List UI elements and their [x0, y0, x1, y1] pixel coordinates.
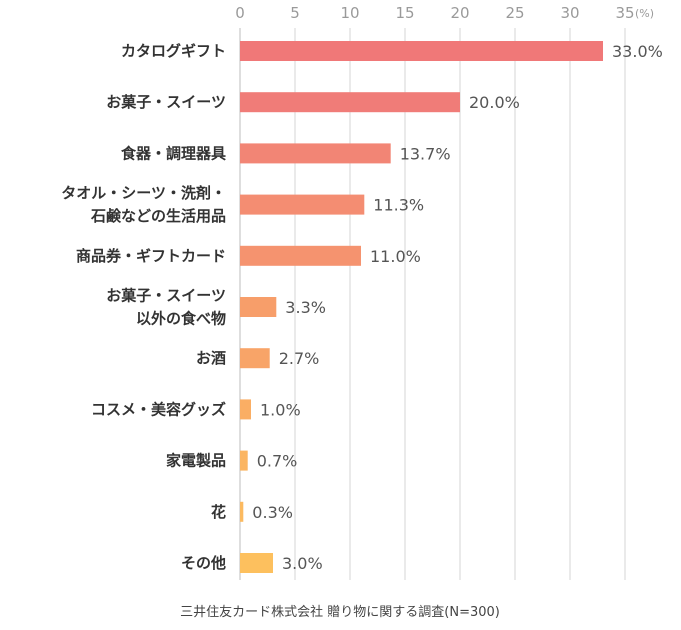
source-note: 三井住友カード株式会社 贈り物に関する調査(N=300) [180, 604, 500, 620]
bar [240, 348, 270, 369]
bar [240, 194, 365, 215]
x-tick-label: 5 [290, 4, 300, 22]
bar [240, 297, 277, 317]
x-tick-label: 15 [395, 4, 414, 22]
value-label: 3.0% [282, 554, 323, 573]
x-tick-label: 0 [235, 4, 245, 22]
value-label: 3.3% [285, 298, 326, 317]
bar [240, 450, 248, 471]
x-tick-label: 10 [340, 4, 359, 22]
category-label: カタログギフト [121, 42, 226, 60]
bar [240, 501, 244, 522]
bar [240, 143, 391, 164]
category-label: お菓子・スイーツ [106, 287, 226, 305]
category-label: タオル・シーツ・洗剤・ [61, 184, 226, 202]
x-unit-label: (%) [635, 7, 654, 20]
value-label: 11.0% [370, 247, 421, 266]
value-label: 20.0% [469, 93, 520, 112]
value-label: 13.7% [400, 144, 451, 163]
category-label: 花 [211, 503, 226, 521]
bar [240, 399, 251, 420]
category-label: 商品券・ギフトカード [76, 247, 226, 265]
category-label: コスメ・美容グッズ [91, 400, 226, 418]
x-tick-label: 30 [560, 4, 579, 22]
category-label: お菓子・スイーツ [106, 93, 226, 111]
bar [240, 41, 603, 61]
value-label: 33.0% [612, 42, 663, 61]
category-label: お酒 [196, 349, 226, 367]
value-label: 0.3% [252, 503, 293, 522]
category-label: 食器・調理器具 [121, 144, 226, 162]
x-tick-label: 20 [450, 4, 469, 22]
category-label: その他 [181, 554, 226, 572]
x-tick-label: 25 [505, 4, 524, 22]
value-label: 11.3% [373, 196, 424, 215]
value-label: 1.0% [260, 400, 301, 419]
bar [240, 92, 460, 113]
bar [240, 245, 361, 266]
bar [240, 553, 273, 573]
category-label: 以外の食べ物 [136, 310, 226, 328]
category-label: 家電製品 [166, 452, 226, 470]
value-label: 0.7% [257, 452, 298, 471]
value-label: 2.7% [279, 349, 320, 368]
category-label: 石鹸などの生活用品 [90, 207, 226, 225]
x-tick-label: 35 [615, 4, 634, 22]
